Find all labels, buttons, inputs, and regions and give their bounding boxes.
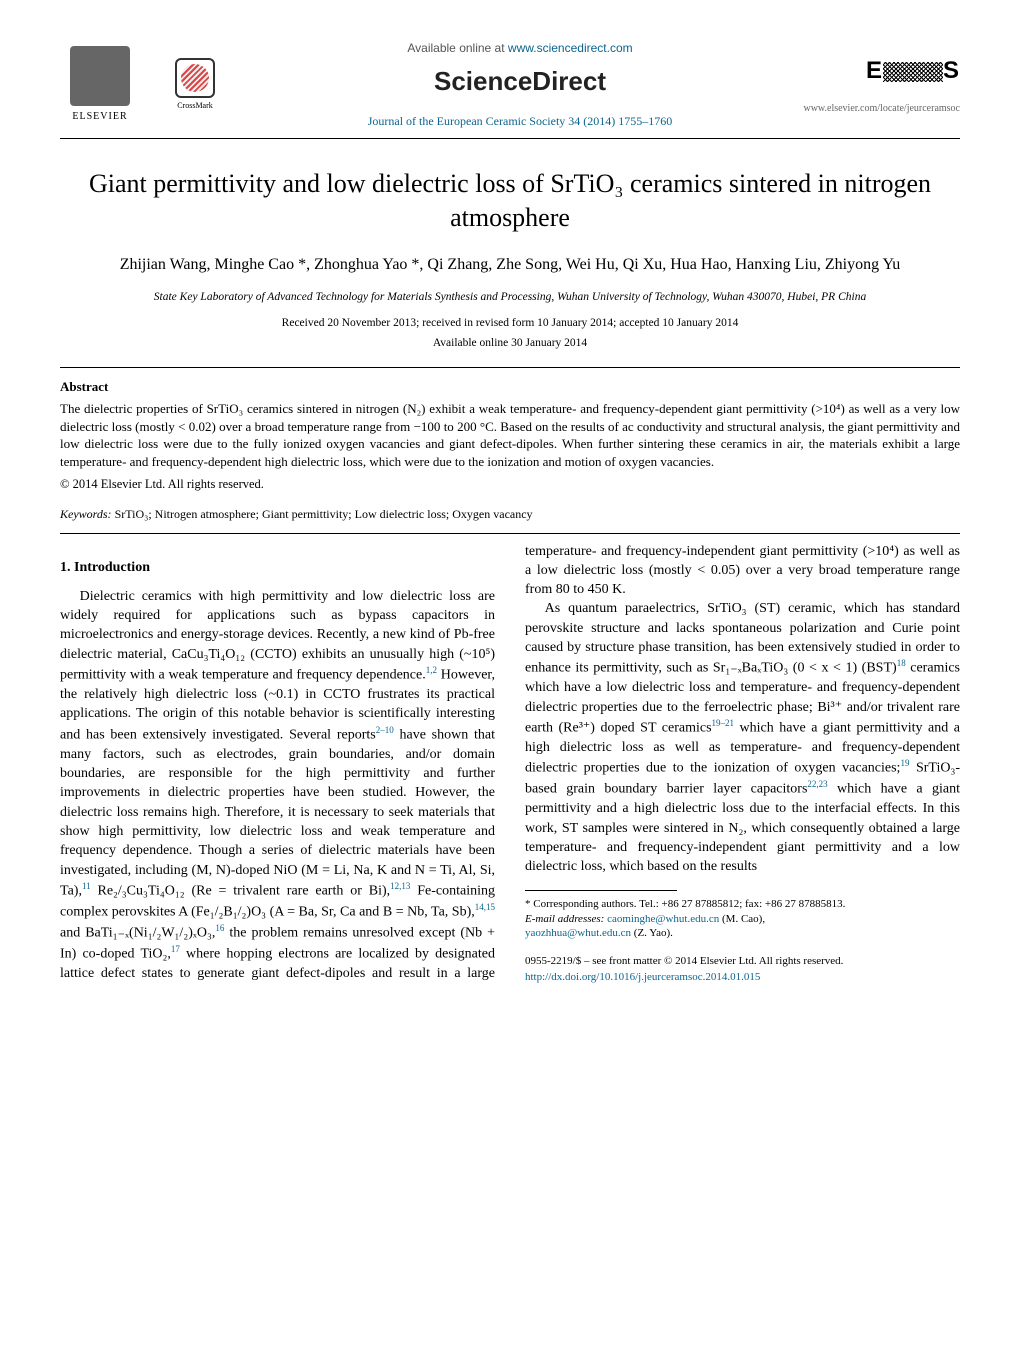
journal-header: ELSEVIER CrossMark Available online at w… (60, 40, 960, 130)
article-dates: Received 20 November 2013; received in r… (60, 315, 960, 331)
article-title: Giant permittivity and low dielectric lo… (60, 167, 960, 235)
header-right: ES www.elsevier.com/locate/jeurceramsoc (820, 54, 960, 116)
ref-link-1-2[interactable]: 1,2 (426, 665, 437, 675)
abstract-copyright: © 2014 Elsevier Ltd. All rights reserved… (60, 476, 960, 494)
email-name-1: (M. Cao), (719, 913, 765, 925)
crossmark-logo[interactable]: CrossMark (170, 58, 220, 111)
ref-link-12-13[interactable]: 12,13 (390, 881, 410, 891)
intro-paragraph-2: As quantum paraelectrics, SrTiO₃ (ST) ce… (525, 599, 960, 876)
locate-url: www.elsevier.com/locate/jeurceramsoc (803, 102, 960, 116)
article-body: 1. Introduction Dielectric ceramics with… (60, 542, 960, 985)
ref-link-2-10[interactable]: 2–10 (376, 725, 394, 735)
p1-c: have shown that many factors, such as el… (60, 727, 495, 898)
email-link-2[interactable]: yaozhhua@whut.edu.cn (525, 927, 631, 939)
header-left: ELSEVIER CrossMark (60, 46, 220, 124)
ecers-left: E (866, 57, 883, 84)
abstract-heading: Abstract (60, 378, 960, 396)
p2-a: As quantum paraelectrics, SrTiO₃ (ST) ce… (525, 601, 960, 676)
elsevier-logo: ELSEVIER (60, 46, 140, 124)
section-1-heading: 1. Introduction (60, 558, 495, 577)
p1-f: and BaTi₁₋ₓ(Ni₁/₂W₁/₂)ₓO₃, (60, 925, 215, 940)
sciencedirect-wordmark: ScienceDirect (220, 63, 820, 99)
journal-reference[interactable]: Journal of the European Ceramic Society … (220, 113, 820, 130)
doi-block: 0955-2219/$ – see front matter © 2014 El… (525, 954, 960, 984)
p1-d: Re₂/₃Cu₃Ti₄O₁₂ (Re = trivalent rare eart… (91, 884, 391, 899)
available-online-line: Available online at www.sciencedirect.co… (220, 40, 820, 57)
ecers-logo: ES (866, 54, 960, 88)
authors-list: Zhijian Wang, Minghe Cao *, Zhonghua Yao… (60, 253, 960, 277)
corresponding-author-footnote: * Corresponding authors. Tel.: +86 27 87… (525, 897, 960, 940)
ref-link-22-23[interactable]: 22,23 (807, 779, 827, 789)
doi-link[interactable]: http://dx.doi.org/10.1016/j.jeurceramsoc… (525, 971, 760, 983)
ref-link-11[interactable]: 11 (82, 881, 91, 891)
email-link-1[interactable]: caominghe@whut.edu.cn (607, 913, 719, 925)
ecers-right: S (943, 57, 960, 84)
elsevier-label: ELSEVIER (72, 110, 127, 124)
title-separator (60, 367, 960, 368)
email-name-2: (Z. Yao). (631, 927, 673, 939)
corr-authors-line: * Corresponding authors. Tel.: +86 27 87… (525, 897, 960, 911)
crossmark-label: CrossMark (177, 100, 213, 111)
footnote-separator (525, 890, 677, 891)
ref-link-18[interactable]: 18 (897, 658, 906, 668)
email-line: E-mail addresses: caominghe@whut.edu.cn … (525, 912, 960, 941)
available-online-prefix: Available online at (407, 41, 508, 55)
header-separator (60, 138, 960, 139)
keywords-line: Keywords: SrTiO₃; Nitrogen atmosphere; G… (60, 506, 960, 523)
ref-link-14-15[interactable]: 14,15 (475, 902, 495, 912)
email-label: E-mail addresses: (525, 913, 607, 925)
keywords-label: Keywords: (60, 507, 112, 521)
keywords-text: SrTiO₃; Nitrogen atmosphere; Giant permi… (112, 507, 533, 521)
abstract-text: The dielectric properties of SrTiO₃ cera… (60, 400, 960, 470)
ref-link-17[interactable]: 17 (171, 944, 180, 954)
available-online-date: Available online 30 January 2014 (60, 335, 960, 351)
ecers-pattern-icon (883, 62, 943, 82)
header-center: Available online at www.sciencedirect.co… (220, 40, 820, 130)
front-matter-line: 0955-2219/$ – see front matter © 2014 El… (525, 954, 960, 969)
affiliation: State Key Laboratory of Advanced Technol… (60, 289, 960, 305)
abstract-separator (60, 533, 960, 534)
sciencedirect-url-link[interactable]: www.sciencedirect.com (508, 41, 633, 55)
elsevier-tree-icon (70, 46, 130, 106)
ref-link-19-21[interactable]: 19–21 (712, 718, 735, 728)
crossmark-icon (175, 58, 215, 98)
